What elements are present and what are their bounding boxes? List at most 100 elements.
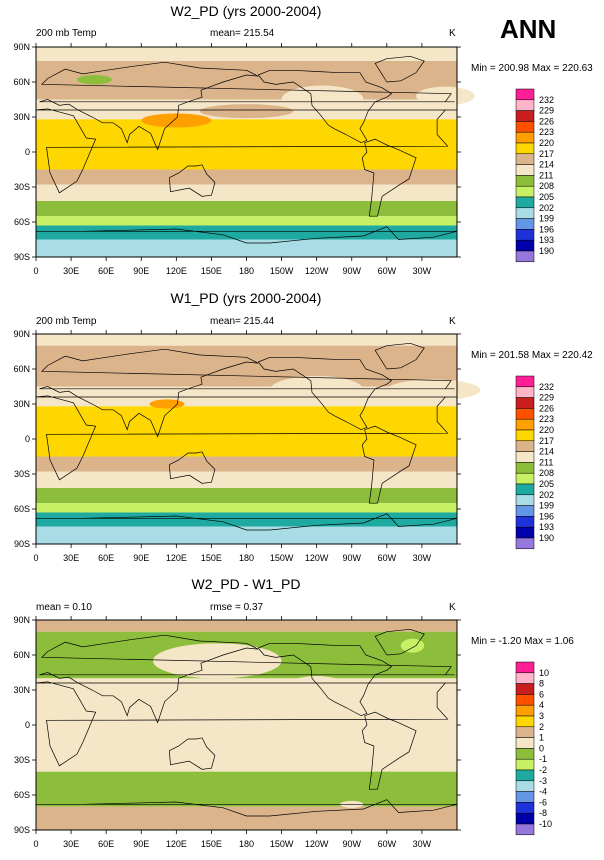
contour-band: [36, 456, 457, 472]
lat-label: 60N: [13, 650, 30, 660]
coastline: [361, 138, 417, 217]
coastline: [35, 395, 457, 481]
legend-label: 211: [539, 457, 553, 467]
legend-label: 196: [539, 511, 554, 521]
legend-label: -2: [539, 765, 547, 775]
contour-band: [36, 345, 457, 387]
contour-region: [141, 113, 212, 128]
legend-label: 211: [539, 170, 553, 180]
legend-label: 217: [539, 149, 554, 159]
legend-swatch: [515, 516, 535, 528]
legend-label: 6: [539, 689, 544, 699]
legend-label: 232: [539, 382, 554, 392]
contour-band: [36, 334, 457, 346]
lon-label: 60E: [98, 553, 114, 563]
legend-label: 226: [539, 403, 554, 413]
contour-band: [36, 471, 457, 488]
lon-label: 30W: [413, 553, 432, 563]
coastline: [35, 681, 457, 767]
coastline: [374, 628, 425, 656]
lon-label: 0: [33, 266, 38, 276]
lon-label: 30E: [63, 266, 79, 276]
lon-label: 60E: [98, 839, 114, 849]
legend-swatch: [515, 823, 535, 836]
season-label: ANN: [500, 14, 557, 44]
contour-region: [269, 376, 364, 404]
lon-label: 120W: [305, 266, 329, 276]
legend-swatch: [515, 121, 535, 133]
legend-swatch: [515, 250, 535, 263]
lat-label: 30N: [13, 112, 30, 122]
contour-region: [152, 643, 282, 679]
panel-3-rmse-label: rmse = 0.37: [210, 602, 264, 613]
lon-label: 150W: [270, 553, 294, 563]
legend-label: 190: [539, 533, 554, 543]
legend-swatch: [515, 726, 535, 738]
legend-label: 229: [539, 106, 554, 116]
contour-band: [36, 119, 457, 170]
legend-label: 3: [539, 711, 544, 721]
legend-label: 190: [539, 246, 554, 256]
legend-swatch: [515, 704, 535, 717]
legend-swatch: [515, 494, 535, 506]
legend-label: 0: [539, 743, 544, 753]
coastline: [374, 55, 425, 83]
lat-label: 60S: [14, 217, 30, 227]
lat-label: 60N: [13, 364, 30, 374]
legend-swatch: [515, 185, 535, 198]
legend-swatch: [515, 780, 535, 792]
legend-label: 232: [539, 95, 554, 105]
lon-label: 90E: [133, 553, 149, 563]
contour-band: [36, 406, 457, 457]
lat-label: 60S: [14, 504, 30, 514]
legend-label: 196: [539, 224, 554, 234]
contour-band: [36, 184, 457, 201]
lat-label: 30S: [14, 755, 30, 765]
legend-label: -10: [539, 819, 552, 829]
legend-swatch: [515, 472, 535, 485]
legend-swatch: [515, 440, 535, 452]
legend-swatch: [515, 483, 535, 496]
lon-label: 120E: [166, 266, 187, 276]
legend-label: -3: [539, 776, 547, 786]
coastline: [39, 634, 455, 724]
legend-swatch: [515, 239, 535, 252]
panel-2-title: W1_PD (yrs 2000-2004): [170, 290, 322, 306]
lon-label: 30E: [63, 553, 79, 563]
lat-label: 30N: [13, 685, 30, 695]
coastline: [36, 226, 458, 244]
lon-label: 30W: [413, 266, 432, 276]
panel-3-minmax: Min = -1.20 Max = 1.06: [471, 636, 574, 647]
lon-label: 150E: [201, 553, 222, 563]
lon-label: 60W: [378, 266, 397, 276]
legend-label: -1: [539, 754, 547, 764]
legend-swatch: [515, 451, 535, 463]
panel-1-variable-label: 200 mb Temp: [36, 28, 97, 39]
contour-band: [36, 47, 457, 61]
lon-label: 60E: [98, 266, 114, 276]
contour-band: [36, 771, 457, 807]
legend-swatch: [515, 769, 535, 782]
contour-band: [36, 201, 457, 217]
lat-label: 0: [25, 147, 30, 157]
legend-label: 214: [539, 160, 554, 170]
legend-swatch: [515, 397, 535, 409]
lon-label: 120W: [305, 839, 329, 849]
contour-band: [36, 169, 457, 185]
legend-swatch: [515, 110, 535, 122]
legend-swatch: [515, 207, 535, 219]
legend-label: 202: [539, 490, 554, 500]
coastline: [168, 737, 216, 770]
lon-label: 30W: [413, 839, 432, 849]
coastline: [168, 451, 216, 484]
legend-swatch: [515, 408, 535, 420]
legend-swatch: [515, 748, 535, 760]
coastline: [36, 513, 458, 531]
legend-swatch: [515, 429, 535, 442]
contour-region: [76, 75, 113, 85]
legend-swatch: [515, 375, 535, 388]
lon-label: 0: [33, 839, 38, 849]
legend-swatch: [515, 505, 535, 517]
legend-swatch: [515, 418, 535, 431]
